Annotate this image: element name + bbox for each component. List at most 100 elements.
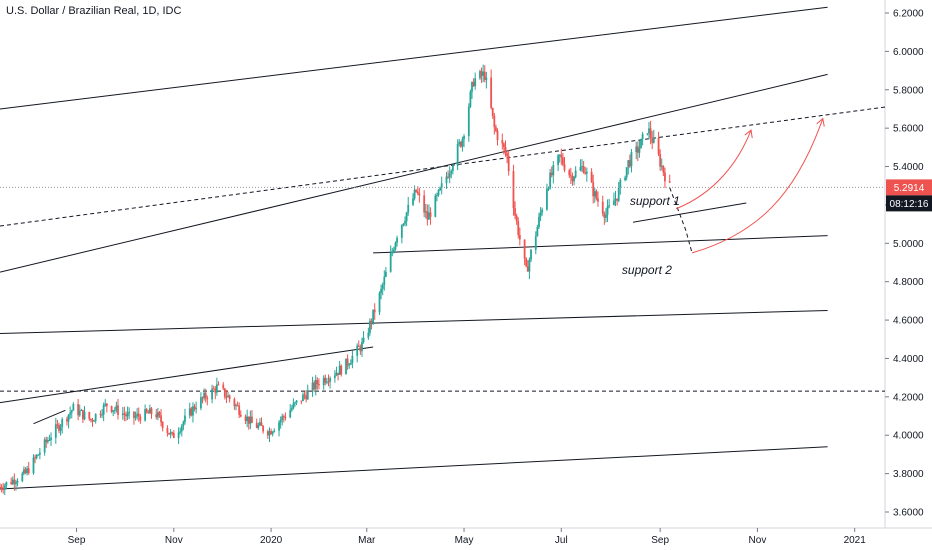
- candle-body: [43, 439, 46, 453]
- candle-body: [380, 288, 383, 293]
- candle-body: [290, 408, 293, 411]
- candle-body: [590, 171, 593, 183]
- projection-arrow-1[interactable]: [675, 129, 752, 210]
- current-price-tag: [886, 179, 932, 196]
- trendline-mid-line[interactable]: [0, 309, 828, 335]
- annotation-label[interactable]: support 1: [630, 194, 680, 208]
- candle-body: [190, 408, 193, 416]
- candle-body: [66, 419, 68, 422]
- x-tick-label: Sep: [651, 535, 669, 546]
- candle-body: [472, 82, 475, 87]
- candle-body: [303, 394, 306, 396]
- candle-body: [223, 388, 226, 397]
- candle-body: [322, 377, 325, 386]
- candle-body: [603, 213, 606, 218]
- candle-body: [389, 253, 392, 272]
- candle-body: [593, 191, 596, 197]
- candle-body: [362, 337, 365, 343]
- candle-body: [429, 212, 432, 217]
- trendline-support-1[interactable]: [632, 202, 747, 223]
- candle-body: [581, 166, 583, 168]
- candle-body: [648, 128, 650, 134]
- candle-body: [539, 212, 542, 217]
- candle-body: [112, 410, 115, 412]
- candle-body: [329, 378, 331, 382]
- candle-body: [407, 204, 410, 213]
- candle-body: [123, 413, 126, 415]
- candle-body: [201, 397, 204, 399]
- candle-body: [11, 479, 14, 484]
- candle-body: [447, 176, 449, 178]
- candle-body: [89, 418, 92, 421]
- candle-body: [211, 388, 213, 400]
- candle-body: [188, 408, 191, 416]
- candle-body: [450, 171, 453, 174]
- candle-body: [546, 188, 548, 210]
- annotation-label[interactable]: support 2: [622, 263, 672, 277]
- candle-body: [471, 82, 473, 92]
- candle-body: [180, 425, 183, 432]
- candle-body: [356, 345, 359, 356]
- candle-body: [624, 177, 626, 181]
- candle-body: [125, 414, 127, 417]
- candle-body: [536, 227, 539, 237]
- candle-body: [396, 237, 398, 243]
- candle-body: [113, 409, 116, 411]
- candle-body: [582, 166, 585, 173]
- candle-body: [115, 405, 118, 410]
- candle-body: [228, 395, 231, 400]
- candle-body: [314, 380, 317, 390]
- trendline-lower-support-seg[interactable]: [33, 409, 66, 425]
- candle-body: [668, 181, 671, 183]
- candle-body: [169, 432, 172, 435]
- trendline-lower-line[interactable]: [0, 346, 374, 404]
- candle-body: [423, 195, 426, 213]
- candle-body: [485, 77, 488, 80]
- candle-body: [46, 440, 49, 443]
- candle-body: [458, 141, 461, 145]
- candle-body: [292, 403, 295, 409]
- candle-body: [357, 345, 360, 347]
- candle-body: [255, 422, 258, 428]
- candle-body: [136, 413, 139, 417]
- trendline-channel-upper[interactable]: [0, 73, 828, 273]
- candle-body: [70, 410, 73, 413]
- trendline-upper-dashed[interactable]: [0, 106, 886, 227]
- candle-body: [490, 77, 493, 108]
- trendline-channel-top[interactable]: [0, 6, 828, 110]
- candle-body: [434, 195, 437, 217]
- candle-body: [463, 136, 465, 140]
- candle-body: [295, 400, 298, 403]
- x-tick-label: Jul: [555, 535, 568, 546]
- projection-arrow-2[interactable]: [691, 118, 824, 254]
- candle-body: [105, 403, 108, 407]
- candle-body: [214, 388, 217, 393]
- candle-body: [501, 140, 504, 144]
- candle-body: [172, 432, 175, 438]
- candle-body: [80, 409, 83, 411]
- candle-body: [99, 413, 102, 415]
- candle-body: [193, 406, 196, 410]
- candle-body: [541, 209, 544, 213]
- candle-body: [628, 160, 631, 167]
- candle-body: [251, 416, 253, 423]
- trendline-channel-bottom[interactable]: [0, 446, 828, 490]
- trendline-support-2[interactable]: [373, 235, 828, 254]
- candle-body: [424, 211, 427, 213]
- candles-group: [0, 64, 671, 495]
- candle-body: [155, 414, 158, 418]
- candle-body: [467, 106, 470, 137]
- candle-body: [378, 292, 381, 313]
- candle-body: [384, 271, 387, 277]
- candle-body: [657, 138, 660, 155]
- x-tick-label: Sep: [68, 535, 86, 546]
- candle-body: [260, 422, 263, 426]
- y-tick-label: 5.8000: [893, 85, 924, 96]
- candle-body: [137, 413, 140, 417]
- candle-body: [150, 408, 153, 415]
- candle-body: [504, 147, 507, 154]
- y-tick-label: 5.6000: [893, 124, 924, 135]
- candle-body: [451, 165, 454, 172]
